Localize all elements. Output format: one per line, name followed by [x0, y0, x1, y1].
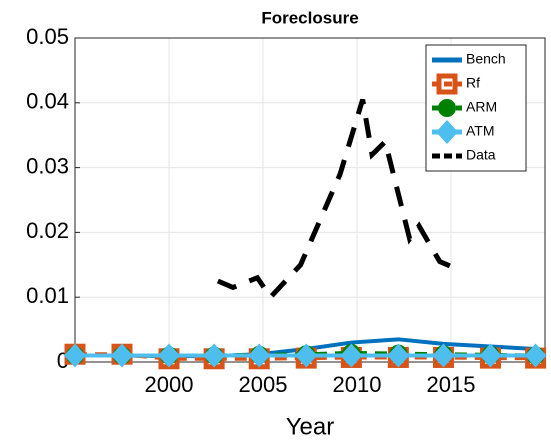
- y-tick-label: 0.01: [26, 283, 69, 308]
- x-tick-label: 2005: [239, 372, 288, 397]
- marker: [248, 343, 271, 368]
- marker: [158, 343, 180, 368]
- marker: [203, 343, 226, 368]
- x-tick-label: 2010: [333, 372, 382, 397]
- y-tick-label: 0.02: [26, 218, 69, 243]
- marker: [479, 343, 502, 368]
- legend-marker: [436, 120, 458, 144]
- series-line: [216, 98, 456, 302]
- x-axis-label: Year: [286, 413, 335, 440]
- legend-label: Bench: [466, 51, 506, 67]
- x-tick-label: 2015: [427, 372, 476, 397]
- legend-label: Rf: [466, 75, 480, 91]
- marker: [64, 343, 86, 368]
- marker: [111, 343, 133, 368]
- marker: [295, 343, 318, 368]
- chart-title: Foreclosure: [261, 8, 358, 27]
- marker: [524, 343, 547, 368]
- marker: [432, 343, 455, 368]
- marker: [387, 343, 410, 368]
- legend-label: ARM: [466, 99, 497, 115]
- marker: [340, 343, 363, 368]
- legend-label: Data: [466, 147, 496, 163]
- legend-marker: [438, 99, 456, 117]
- y-tick-label: 0.03: [26, 153, 69, 178]
- legend-marker: [436, 73, 458, 95]
- y-tick-label: 0.05: [26, 24, 69, 49]
- x-tick-label: 2000: [145, 372, 194, 397]
- legend-label: ATM: [466, 123, 495, 139]
- y-tick-label: 0.04: [26, 89, 69, 114]
